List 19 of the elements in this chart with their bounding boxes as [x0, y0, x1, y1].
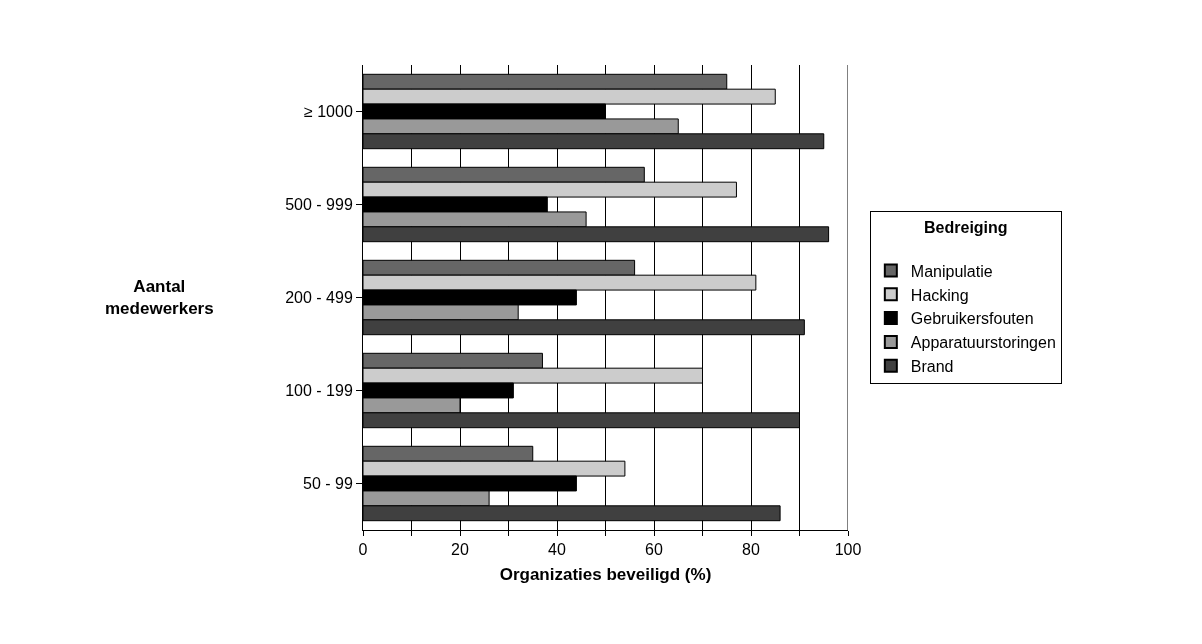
- x-tick-label: 60: [645, 541, 663, 559]
- y-axis-title: Aantal medewerkers: [105, 277, 214, 319]
- legend-label: Manipulatie: [910, 262, 993, 280]
- legend-label: Hacking: [910, 286, 969, 304]
- x-tick-label: 40: [548, 541, 566, 559]
- y-tick-label: 500 - 999: [285, 196, 353, 214]
- legend-label: Gebruikersfouten: [910, 310, 1034, 328]
- x-tick-label: 80: [742, 541, 760, 559]
- legend-label: Apparatuurstoringen: [910, 334, 1056, 352]
- x-tick-label: 20: [451, 541, 469, 559]
- legend-title: Bedreiging: [924, 218, 1008, 236]
- legend-label: Brand: [910, 357, 954, 375]
- y-tick-label: 200 - 499: [285, 289, 353, 307]
- x-tick-label: 100: [834, 541, 862, 559]
- y-tick-label: ≥ 1000: [303, 103, 353, 121]
- y-tick-label: 100 - 199: [285, 382, 353, 400]
- x-axis-title: Organizaties beveiligd (%): [499, 564, 712, 584]
- x-tick-label: 0: [358, 541, 368, 559]
- y-tick-label: 50 - 99: [302, 475, 353, 493]
